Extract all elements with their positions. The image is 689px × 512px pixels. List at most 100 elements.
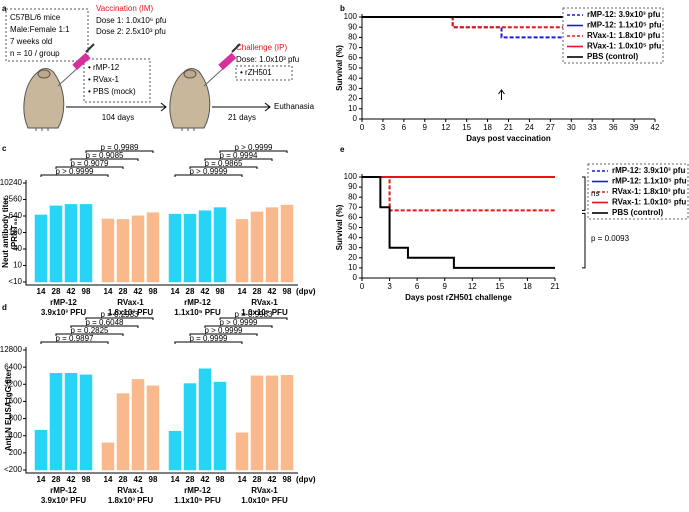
panel-label: c [2,144,7,153]
y-tick-label: 10 [348,263,357,272]
x-tick-label: 21 [551,282,560,291]
group-text: • PBS (mock) [88,87,136,96]
comparison-bracket [40,174,109,177]
y-tick-label: 400 [9,431,23,440]
bracket [582,176,586,211]
bar [265,375,279,471]
bar [183,383,197,471]
y-axis-title: Survival (%) [335,45,344,91]
x-tick-label: 42 [201,475,210,484]
x-tick-label: 12 [468,282,477,291]
x-tick-label: 33 [588,123,597,132]
challenge-dose: Dose: 1.0x10³ pfu [236,55,299,64]
bar [101,442,115,471]
cohort-text: n = 10 / group [10,49,60,58]
event-arrow [498,89,505,100]
x-tick-label: 42 [201,287,210,296]
comparison-bracket [55,166,124,169]
bar [146,385,160,471]
bar [64,204,78,283]
y-tick-label: 10240 [0,178,23,187]
x-tick-label: 14 [171,475,180,484]
x-tick-label: 98 [82,475,91,484]
x-tick-label: 0 [360,282,365,291]
timeline-arrow [212,102,271,112]
x-tick-label: 39 [630,123,639,132]
bar [280,204,294,283]
legend-label: RVax-1: 1.0x10⁵ pfu [587,42,661,51]
comparison-bracket [189,333,258,336]
x-tick-label: 27 [546,123,555,132]
y-tick-label: 40 [348,233,357,242]
x-tick-label: 14 [238,475,247,484]
mouse [23,68,65,131]
bar [146,212,160,283]
x-tick-label: 28 [186,475,195,484]
bar [168,213,182,283]
bar [168,430,182,471]
x-tick-label: 9 [423,123,428,132]
y-tick-label: 30 [348,84,357,93]
panel-label: a [2,4,7,13]
y-tick-label: 10 [348,104,357,113]
bar [198,210,212,283]
x-tick-label: 14 [37,475,46,484]
y-tick-label: <200 [4,465,23,474]
x-tick-label: 42 [134,287,143,296]
cohort-text: 7 weeks old [10,37,52,46]
comparison-bracket [204,158,273,161]
cohort-box [5,8,89,62]
p-value: p > 0.9999 [219,318,258,327]
y-tick-label: 0 [353,114,358,123]
bar [116,393,130,471]
group-dose: 1.0x10⁵ PFU [241,308,288,317]
y-axis-title: Survival (%) [335,204,344,250]
endpoint-label: Euthanasia [274,102,315,111]
y-tick-label: 40 [13,244,22,253]
p-value: p = 0.9897 [55,334,94,343]
legend-label: RVax-1: 1.8x10³ pfu [587,31,660,40]
bar [183,213,197,283]
y-tick-label: <10 [8,277,22,286]
group-name: RVax-1 [117,486,144,495]
group-text: • rMP-12 [88,63,120,72]
annotation: ns [591,189,599,198]
x-tick-label: 9 [442,282,447,291]
bar [250,211,264,283]
group-name: rMP-12 [50,298,77,307]
x-tick-label: 98 [283,287,292,296]
x-tick-label: 42 [67,475,76,484]
y-tick-label: 80 [348,192,357,201]
y-tick-label: 70 [348,202,357,211]
x-tick-label: 0 [360,123,365,132]
bar [49,372,63,471]
x-tick-label: 6 [415,282,420,291]
timeline-arrow [66,102,167,112]
challenge-title: Challenge (IP) [236,43,287,52]
axis [25,347,298,474]
y-tick-label: 2560 [4,195,22,204]
y-tick-label: 90 [348,182,357,191]
x-tick-label: 98 [149,475,158,484]
y-tick-label: 20 [348,94,357,103]
x-tick-label: 98 [149,287,158,296]
x-tick-label: 28 [253,475,262,484]
group-dose: 3.9x10³ PFU [41,308,87,317]
group-text: • RVax-1 [88,75,120,84]
annotation: p = 0.0093 [591,234,630,243]
bar [64,372,78,471]
bar [250,375,264,471]
bar [101,218,115,283]
x-tick-label: 42 [268,475,277,484]
x-tick-label: 36 [609,123,618,132]
x-tick-label: 18 [483,123,492,132]
comparison-bracket [85,317,154,320]
y-tick-label: 100 [344,172,358,181]
x-tick-label: 42 [268,287,277,296]
bar [34,214,48,283]
y-tick-label: 0 [353,273,358,282]
legend-label: PBS (control) [612,208,663,217]
y-tick-label: 3200 [4,379,22,388]
